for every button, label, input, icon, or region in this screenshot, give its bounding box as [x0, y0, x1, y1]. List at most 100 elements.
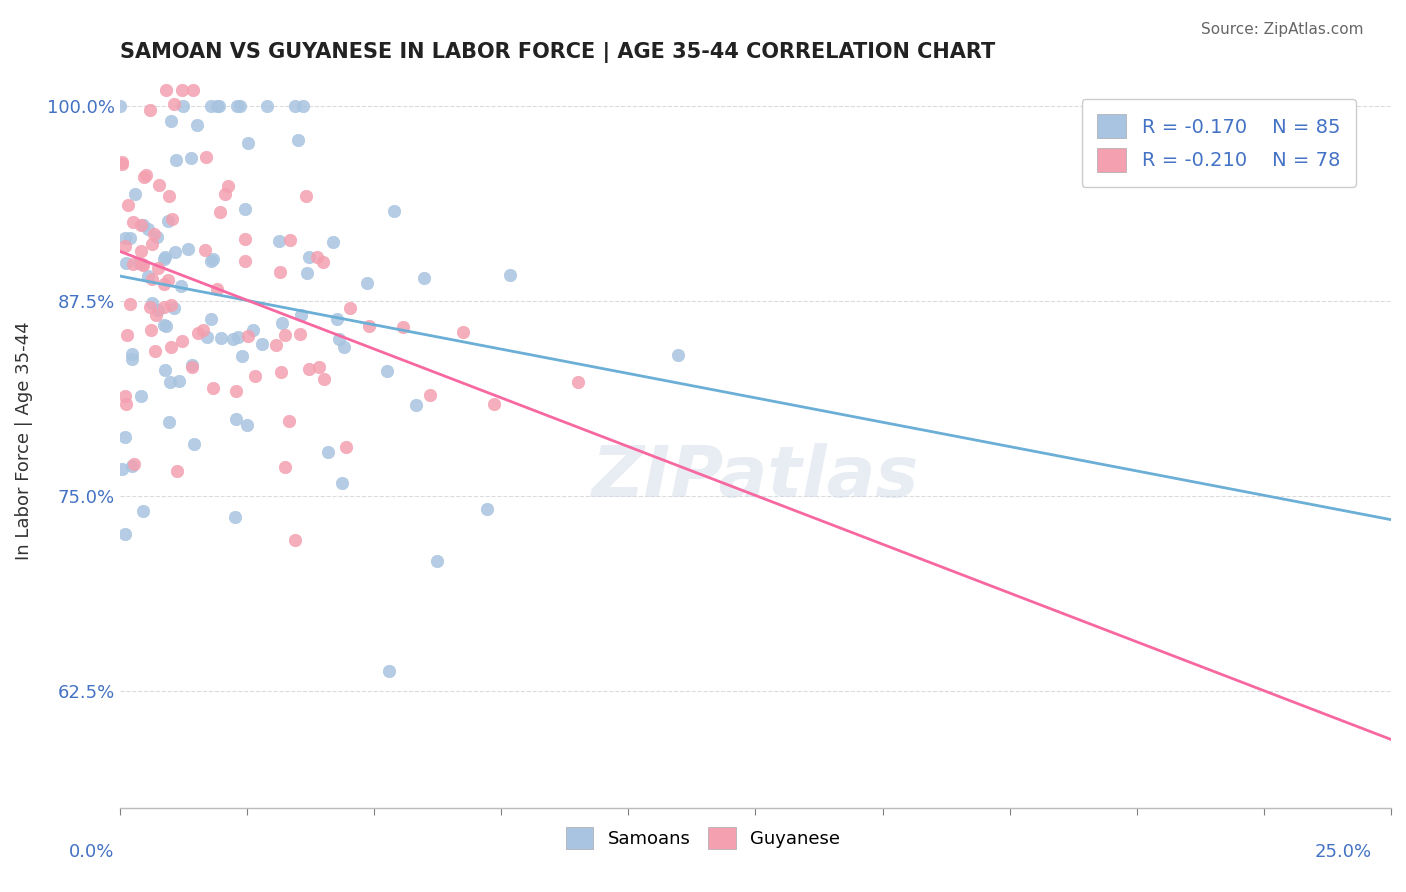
Point [155, 83, 177, 97]
Point [271, 316, 294, 330]
Point [110, 98, 132, 112]
Point [172, 98, 194, 112]
Point [269, 265, 291, 279]
Point [124, 187, 146, 202]
Point [214, 187, 236, 202]
Legend: Samoans, Guyanese: Samoans, Guyanese [558, 820, 848, 856]
Point [277, 414, 299, 428]
Text: Source: ZipAtlas.com: Source: ZipAtlas.com [1201, 22, 1364, 37]
Point [290, 308, 312, 322]
Point [145, 229, 167, 244]
Point [146, 260, 169, 275]
Point [405, 399, 427, 413]
Point [183, 437, 205, 451]
Point [205, 98, 228, 112]
Point [163, 301, 186, 316]
Point [200, 98, 222, 112]
Text: SAMOAN VS GUYANESE IN LABOR FORCE | AGE 35-44 CORRELATION CHART: SAMOAN VS GUYANESE IN LABOR FORCE | AGE … [120, 42, 995, 62]
Point [252, 337, 274, 351]
Point [132, 258, 155, 272]
Point [166, 464, 188, 478]
Point [159, 375, 181, 389]
Point [453, 326, 475, 340]
Point [152, 277, 174, 292]
Point [475, 501, 498, 516]
Point [172, 334, 194, 349]
Point [308, 360, 330, 375]
Point [291, 98, 314, 112]
Point [225, 412, 247, 426]
Point [236, 329, 259, 343]
Point [392, 320, 415, 334]
Point [135, 168, 157, 182]
Point [426, 553, 449, 567]
Point [114, 389, 136, 403]
Point [264, 338, 287, 352]
Point [225, 98, 247, 112]
Point [148, 178, 170, 192]
Point [197, 329, 219, 343]
Point [180, 360, 202, 375]
Point [181, 83, 204, 97]
Point [226, 330, 249, 344]
Point [200, 311, 222, 326]
Point [122, 257, 145, 271]
Point [274, 459, 297, 474]
Point [298, 361, 321, 376]
Point [195, 150, 218, 164]
Point [382, 204, 405, 219]
Legend: R = -0.170    N = 85, R = -0.210    N = 78: R = -0.170 N = 85, R = -0.210 N = 78 [1081, 99, 1355, 187]
Text: ZIPatlas: ZIPatlas [592, 443, 920, 512]
Point [231, 349, 253, 363]
Point [288, 326, 311, 341]
Point [155, 250, 177, 264]
Point [131, 257, 153, 271]
Point [152, 318, 174, 332]
Point [170, 83, 193, 97]
Text: 0.0%: 0.0% [69, 843, 114, 861]
Point [153, 300, 176, 314]
Point [156, 213, 179, 227]
Point [163, 244, 186, 259]
Point [148, 303, 170, 318]
Y-axis label: In Labor Force | Age 35-44: In Labor Force | Age 35-44 [15, 322, 32, 560]
Point [356, 276, 378, 290]
Point [128, 256, 150, 270]
Point [177, 242, 200, 256]
Point [322, 235, 344, 250]
Point [129, 218, 152, 232]
Point [269, 234, 291, 248]
Point [666, 348, 689, 362]
Point [236, 418, 259, 433]
Point [170, 279, 193, 293]
Point [378, 665, 401, 679]
Point [155, 319, 177, 334]
Point [233, 232, 256, 246]
Point [139, 103, 162, 117]
Point [208, 98, 231, 112]
Point [111, 462, 134, 476]
Point [157, 189, 180, 203]
Point [159, 114, 181, 128]
Point [413, 270, 436, 285]
Point [155, 363, 177, 377]
Point [295, 189, 318, 203]
Point [136, 268, 159, 283]
Point [222, 332, 245, 346]
Point [120, 231, 142, 245]
Point [256, 98, 278, 112]
Point [328, 332, 350, 346]
Point [160, 340, 183, 354]
Point [115, 256, 138, 270]
Point [233, 202, 256, 216]
Point [202, 252, 225, 266]
Point [209, 205, 232, 219]
Point [159, 298, 181, 312]
Point [139, 323, 162, 337]
Point [180, 151, 202, 165]
Point [114, 430, 136, 444]
Point [145, 308, 167, 322]
Point [163, 96, 186, 111]
Point [297, 266, 319, 280]
Point [357, 319, 380, 334]
